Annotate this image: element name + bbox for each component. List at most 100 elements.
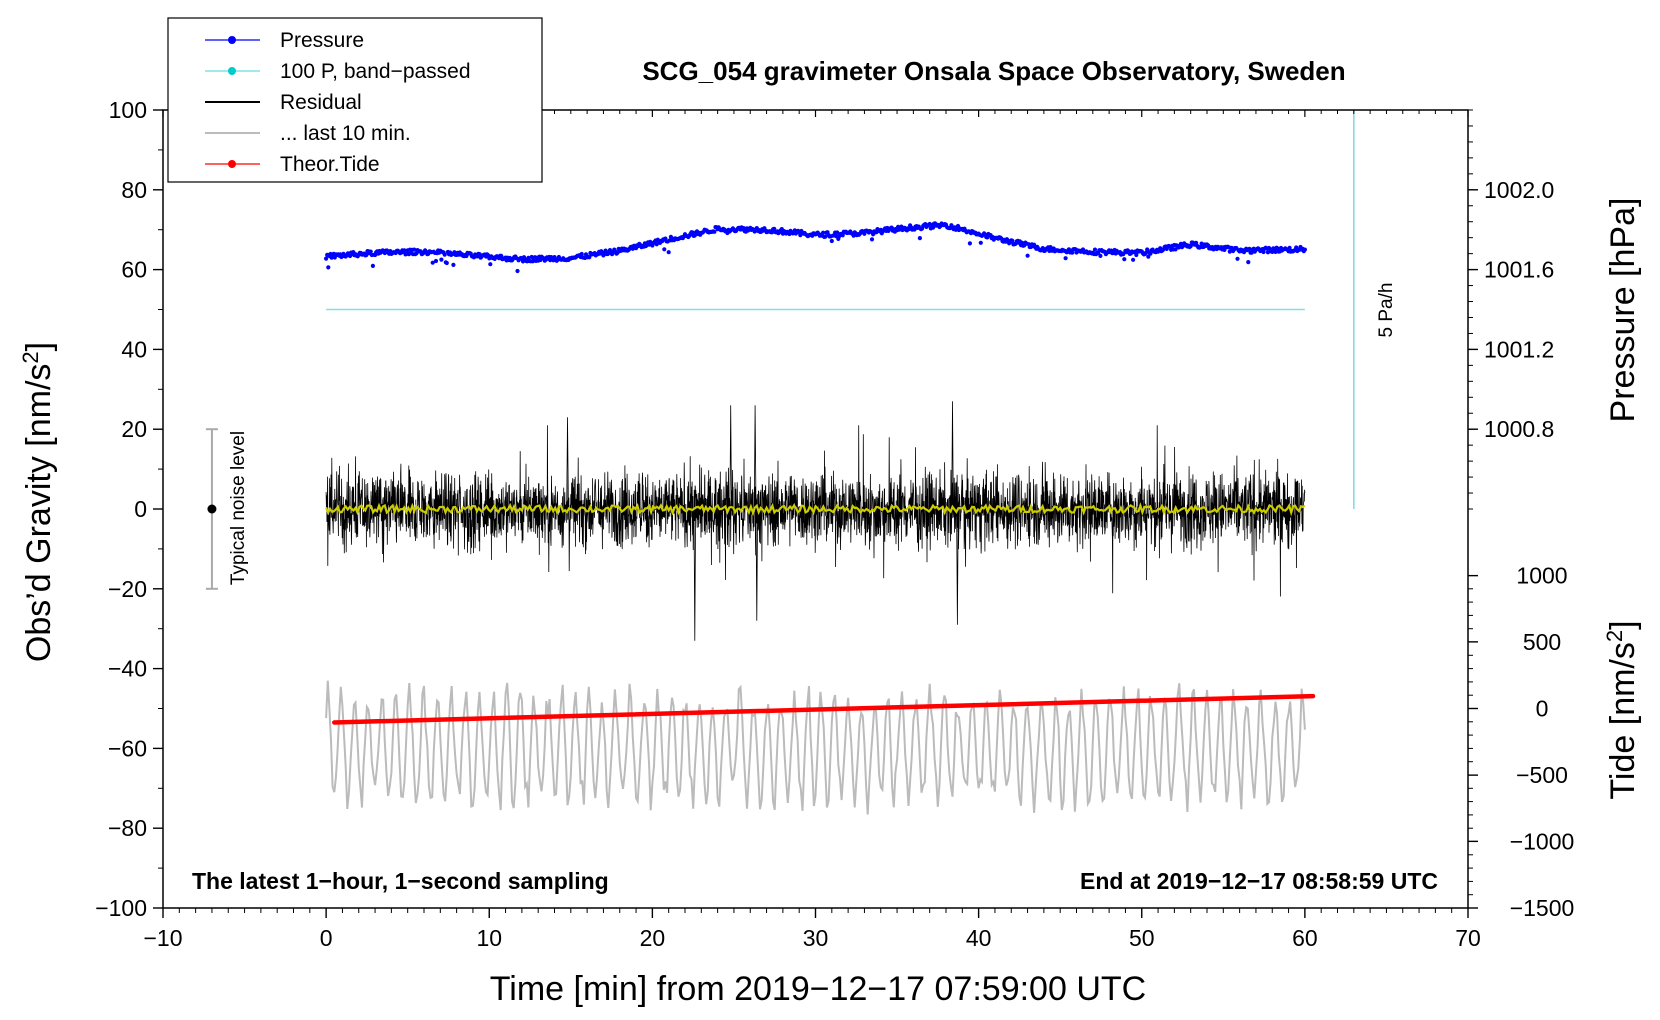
legend-label: Residual xyxy=(280,91,362,114)
x-tick-label: 10 xyxy=(476,925,502,951)
pressure-point xyxy=(978,240,983,245)
pressure-point xyxy=(741,226,746,231)
pressure-point xyxy=(1063,256,1068,261)
pressure-series xyxy=(324,221,1307,274)
pressure-tick-label: 1001.2 xyxy=(1484,336,1554,362)
pressure-point xyxy=(869,237,875,242)
chart-title: SCG_054 gravimeter Onsala Space Observat… xyxy=(642,56,1345,86)
pressure-point xyxy=(488,262,493,267)
tide-tick-label: −1500 xyxy=(1510,895,1575,921)
legend-box xyxy=(167,17,543,183)
y-tick-label: −20 xyxy=(108,576,147,602)
pressure-point xyxy=(1122,257,1127,262)
x-tick-label: 40 xyxy=(966,925,992,951)
data-layer xyxy=(205,110,1355,815)
pressure-point xyxy=(444,260,449,266)
sampling-note: The latest 1−hour, 1−second sampling xyxy=(192,868,609,894)
pressure-point xyxy=(1188,244,1193,249)
legend-label: 100 P, band−passed xyxy=(280,60,471,83)
residual-series-line xyxy=(325,401,1306,641)
pressure-point xyxy=(1146,254,1151,259)
legend-marker xyxy=(228,36,236,44)
pressure-point xyxy=(1145,247,1150,252)
pressure-point xyxy=(433,258,439,264)
pressure-point xyxy=(1227,249,1232,254)
pressure-point xyxy=(823,234,828,239)
pressure-point xyxy=(1025,253,1030,258)
last-10-min-series-line xyxy=(325,680,1306,815)
pressure-point xyxy=(917,236,923,241)
pressure-point xyxy=(412,247,417,252)
tide-tick-label: 500 xyxy=(1523,629,1561,655)
pressure-point xyxy=(1148,251,1153,256)
pressure-point xyxy=(1246,260,1251,265)
pressure-axis-title: Pressure [hPa] xyxy=(1604,198,1642,423)
legend-label: Pressure xyxy=(280,29,364,52)
pressure-point xyxy=(829,238,834,244)
pressure-point xyxy=(515,268,520,274)
pressure-tick-label: 1000.8 xyxy=(1484,416,1554,442)
pressure-point xyxy=(439,257,444,262)
y-tick-label: −60 xyxy=(108,735,147,761)
theoretical-tide-series-line xyxy=(332,693,1316,725)
pressure-point xyxy=(402,248,407,253)
pressure-point xyxy=(692,233,697,238)
pressure-point xyxy=(368,249,373,254)
pressure-point xyxy=(772,226,777,231)
pressure-point xyxy=(579,251,584,257)
pressure-point xyxy=(1173,247,1178,252)
pressure-point xyxy=(1048,245,1053,250)
pressure-point xyxy=(662,247,667,252)
x-tick-label: 70 xyxy=(1455,925,1481,951)
pressure-point xyxy=(930,225,936,230)
pressure-point xyxy=(1235,256,1240,261)
pressure-point xyxy=(690,230,695,235)
pressure-point xyxy=(499,253,504,258)
pressure-point xyxy=(1134,252,1139,258)
legend-marker xyxy=(228,67,236,75)
rate-label: 5 Pa/h xyxy=(1376,283,1397,338)
x-tick-label: 20 xyxy=(640,925,666,951)
tide-tick-label: 1000 xyxy=(1516,563,1567,589)
y-tick-label: 0 xyxy=(134,496,147,522)
y-tick-label: 20 xyxy=(121,416,147,442)
legend-label: Theor.Tide xyxy=(280,153,380,176)
pressure-point xyxy=(1131,257,1136,262)
y-tick-label: 100 xyxy=(109,97,147,123)
pressure-point xyxy=(370,263,375,268)
x-tick-label: 30 xyxy=(803,925,829,951)
y-tick-label: −40 xyxy=(108,656,147,682)
pressure-point xyxy=(840,233,845,238)
pressure-point xyxy=(442,252,447,257)
noise-level-label: Typical noise level xyxy=(228,431,249,585)
pressure-point xyxy=(324,256,329,261)
y-tick-label: 80 xyxy=(121,177,147,203)
pressure-point xyxy=(1287,245,1292,250)
y-tick-label: 40 xyxy=(121,336,147,362)
x-tick-label: 50 xyxy=(1129,925,1155,951)
residual-smoothed-line xyxy=(325,502,1306,517)
tide-tick-label: −1000 xyxy=(1510,828,1575,854)
pressure-tick-label: 1001.6 xyxy=(1484,257,1554,283)
pressure-point xyxy=(835,230,840,235)
pressure-point xyxy=(364,252,369,258)
x-axis-title: Time [min] from 2019−12−17 07:59:00 UTC xyxy=(490,970,1146,1008)
tide-tick-label: −500 xyxy=(1516,762,1568,788)
x-tick-label: 0 xyxy=(320,925,333,951)
ticks-layer: −10 0 10 20 30 40 50 60 70100806040200−20−40−60−… xyxy=(95,97,1574,951)
end-time-note: End at 2019−12−17 08:58:59 UTC xyxy=(1080,868,1438,894)
pressure-point xyxy=(1092,247,1098,252)
legend-label: ... last 10 min. xyxy=(280,122,411,145)
pressure-point xyxy=(821,230,826,235)
pressure-point xyxy=(1249,250,1254,255)
x-tick-label: −10 xyxy=(143,925,182,951)
noise-bar-center xyxy=(207,504,217,514)
pressure-point xyxy=(451,262,456,267)
pressure-point xyxy=(1010,238,1015,243)
tide-tick-label: 0 xyxy=(1536,696,1549,722)
tide-axis-title: Tide [nm/s2] xyxy=(1602,620,1642,799)
y-axis-title: Obs’d Gravity [nm/s2] xyxy=(18,342,58,662)
pressure-point xyxy=(666,250,671,255)
legend: Pressure 100 P, band−passed Residual ... la… xyxy=(167,17,543,183)
